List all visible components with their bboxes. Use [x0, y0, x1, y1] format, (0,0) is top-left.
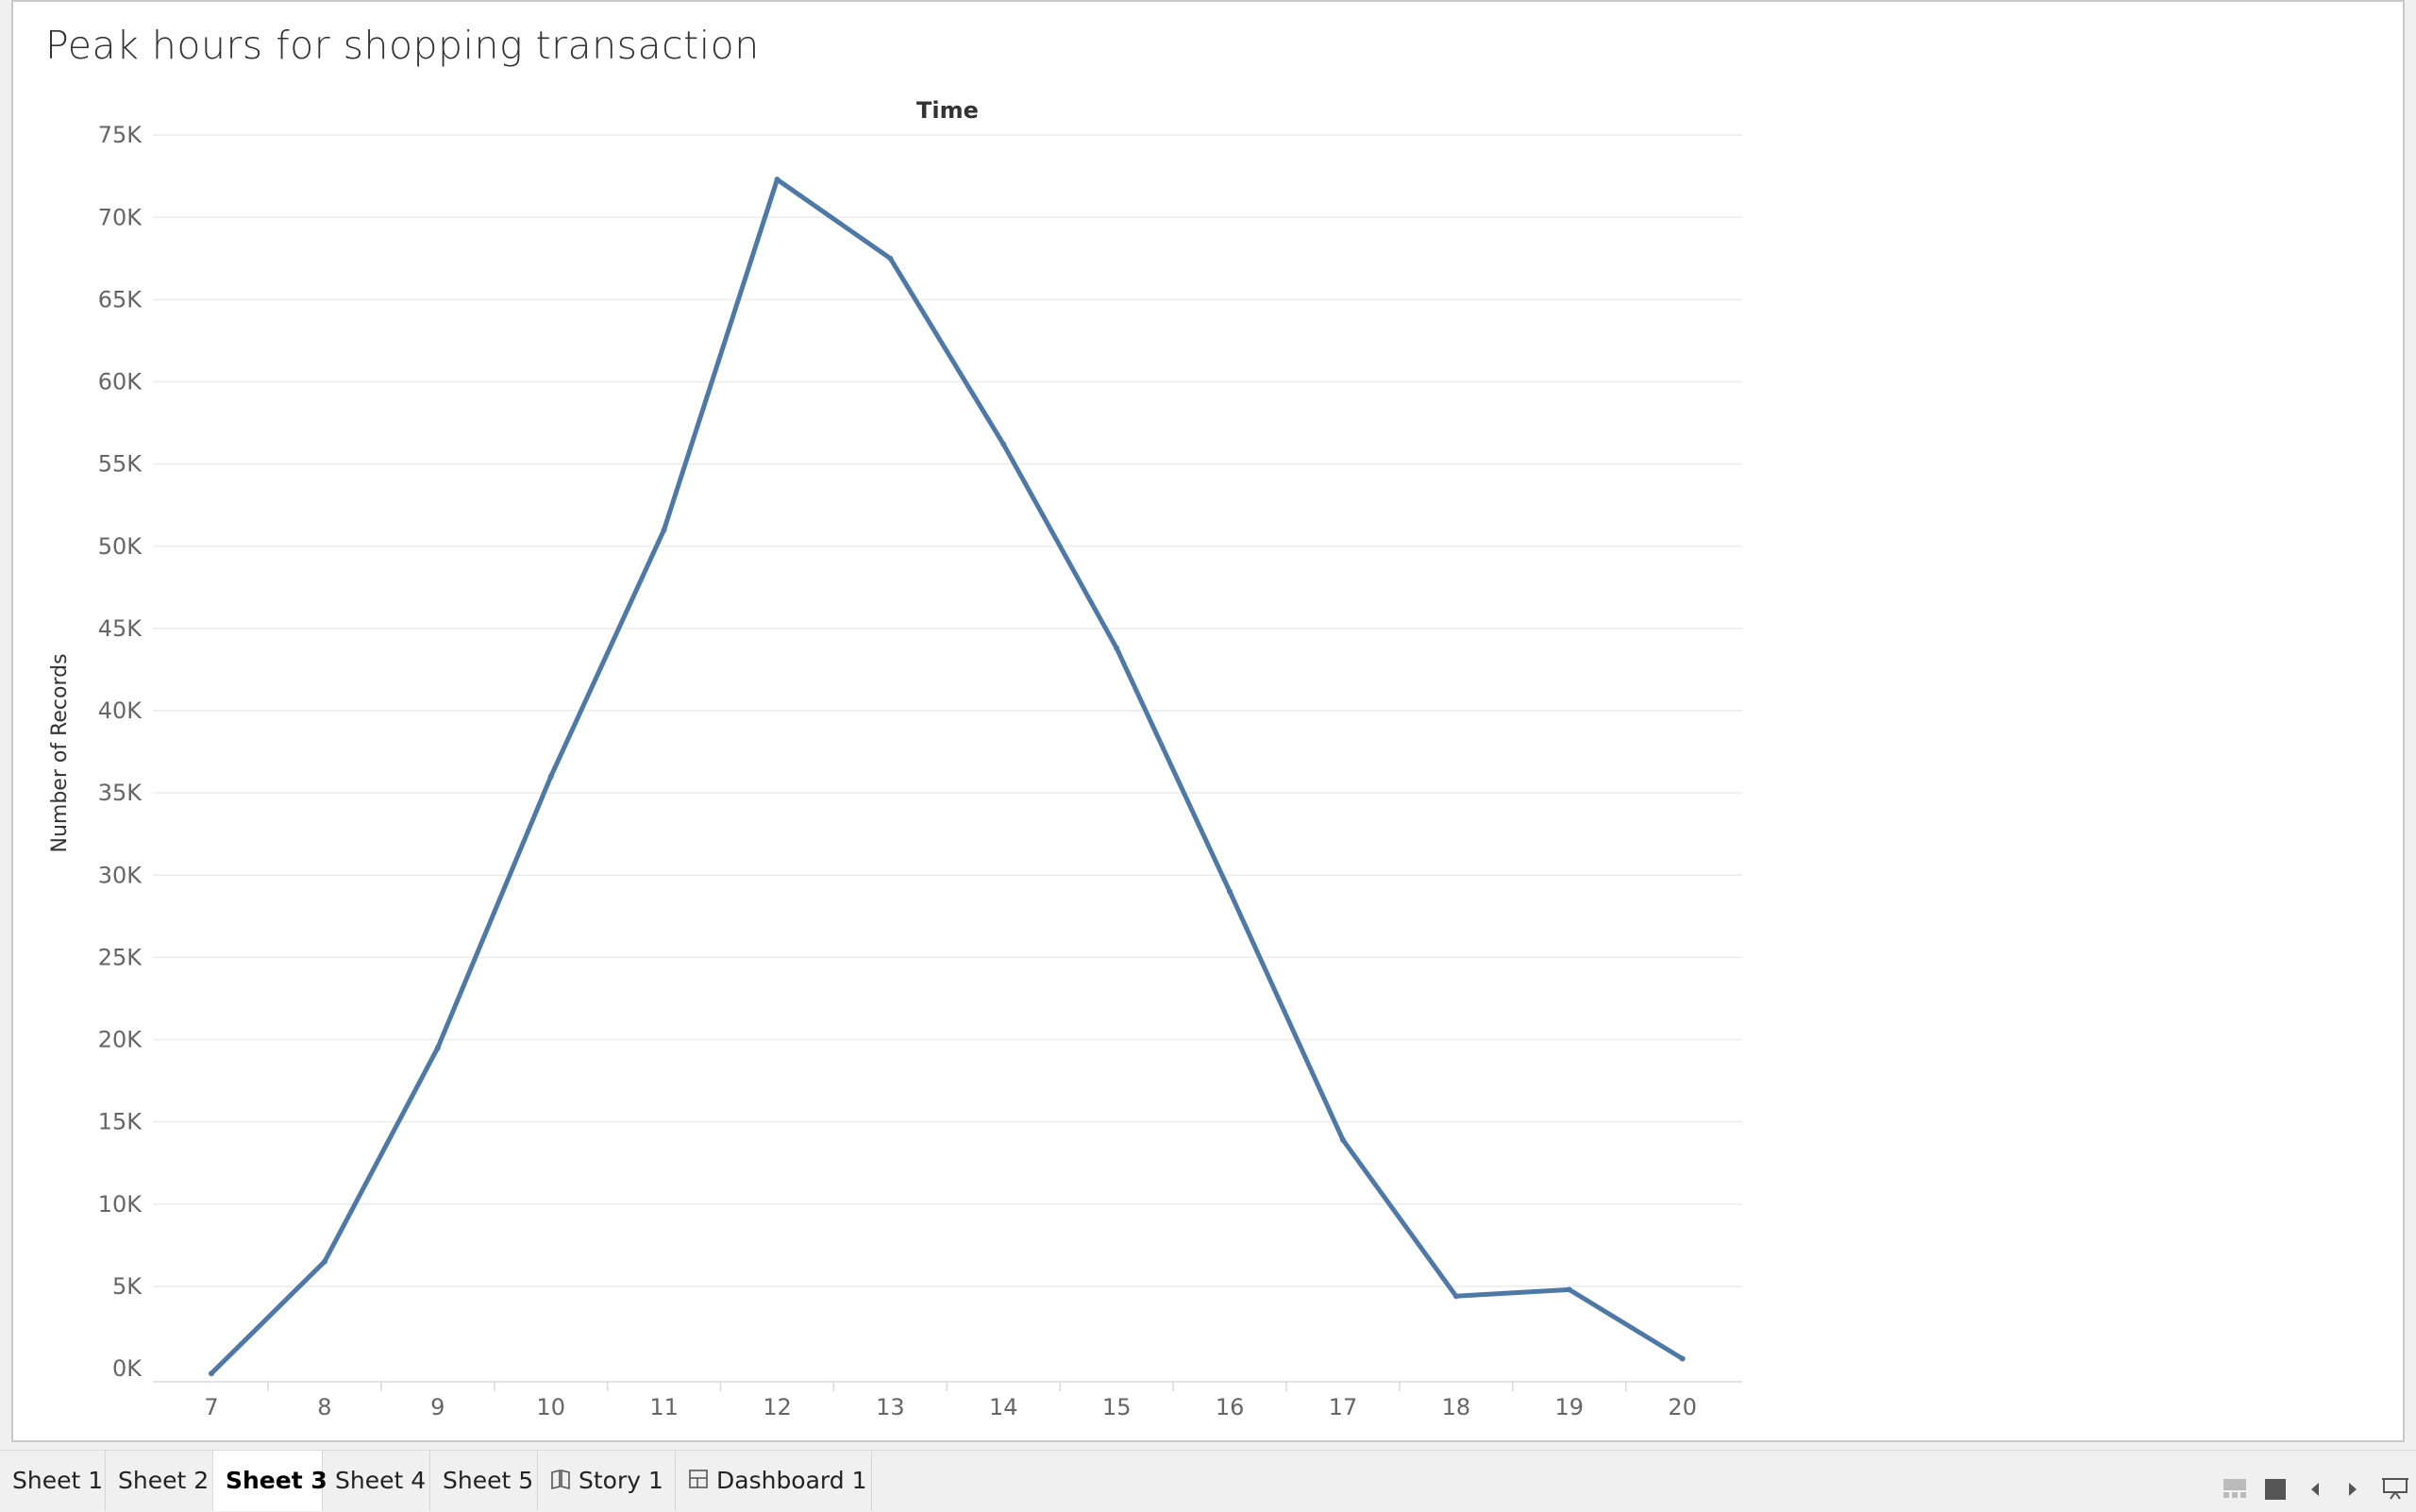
show-tabs-icon[interactable]	[2265, 1479, 2286, 1504]
data-point[interactable]	[209, 1370, 214, 1377]
x-tick-label: 13	[876, 1394, 905, 1420]
y-tick-label: 40K	[98, 697, 143, 724]
data-point[interactable]	[887, 255, 894, 261]
data-point[interactable]	[1227, 888, 1233, 895]
data-point[interactable]	[661, 527, 667, 533]
x-tick-label: 20	[1668, 1394, 1697, 1420]
page-title: Peak hours for shopping transaction	[45, 23, 760, 68]
y-axis-ticks: 0K 5K 10K 15K 20K 25K 30K 35K 40K 45K 50K 55K 60K 65K…	[98, 122, 143, 1382]
sheet-tab-bar: Sheet 1 Sheet 2 Sheet 3 Sheet 4 Sheet 5 …	[0, 1450, 2416, 1511]
tab-label: Dashboard 1	[716, 1467, 867, 1494]
x-tick-label: 7	[204, 1394, 218, 1420]
presentation-mode-icon[interactable]	[2382, 1477, 2408, 1504]
y-axis-label: Number of Records	[48, 653, 72, 852]
tab-label: Sheet 2	[118, 1467, 210, 1494]
x-axis-ticks: 7 8 9 10 11 12 13 14 15 16 17 18 19 20	[204, 1382, 1697, 1420]
tab-sheet-2[interactable]: Sheet 2	[106, 1451, 213, 1511]
y-tick-label: 35K	[98, 780, 143, 806]
tab-sheet-4[interactable]: Sheet 4	[323, 1451, 430, 1511]
tab-dashboard-1[interactable]: Dashboard 1	[676, 1451, 872, 1511]
x-tick-label: 10	[536, 1394, 565, 1420]
data-point[interactable]	[1566, 1286, 1572, 1293]
data-point[interactable]	[321, 1258, 327, 1265]
data-point[interactable]	[1114, 645, 1120, 651]
tab-sheet-5[interactable]: Sheet 5	[430, 1451, 538, 1511]
x-tick-label: 9	[430, 1394, 445, 1420]
next-sheet-icon[interactable]	[2346, 1481, 2359, 1502]
data-point[interactable]	[1340, 1136, 1346, 1143]
x-tick-label: 18	[1442, 1394, 1471, 1420]
show-sheet-sorter-icon[interactable]	[2223, 1479, 2246, 1502]
data-point[interactable]	[1679, 1355, 1686, 1362]
y-tick-label: 25K	[98, 944, 143, 970]
series-number-of-records	[209, 176, 1686, 1377]
gridlines	[153, 134, 1742, 1383]
tab-story-1[interactable]: Story 1	[538, 1451, 676, 1511]
y-tick-label: 60K	[98, 369, 143, 395]
x-tick-label: 19	[1555, 1394, 1585, 1420]
y-tick-label: 70K	[98, 204, 143, 230]
tab-label: Sheet 3	[226, 1467, 327, 1494]
x-tick-label: 16	[1216, 1394, 1245, 1420]
story-icon	[550, 1452, 571, 1512]
dashboard-icon	[688, 1452, 709, 1512]
series-line[interactable]	[209, 176, 1686, 1376]
x-tick-label: 17	[1329, 1394, 1358, 1420]
x-tick-label: 15	[1102, 1394, 1132, 1420]
y-tick-label: 30K	[98, 862, 143, 888]
x-tick-label: 14	[989, 1394, 1018, 1420]
x-tick-label: 12	[763, 1394, 792, 1420]
y-tick-label: 15K	[98, 1109, 143, 1135]
y-tick-label: 75K	[98, 122, 143, 148]
tab-label: Story 1	[579, 1467, 663, 1494]
tab-label: Sheet 1	[12, 1467, 104, 1494]
y-tick-label: 0K	[112, 1355, 143, 1382]
x-tick-label: 11	[649, 1394, 679, 1420]
tab-label: Sheet 4	[335, 1467, 427, 1494]
y-tick-label: 5K	[112, 1273, 143, 1300]
worksheet-canvas: Peak hours for shopping transaction	[11, 0, 2405, 1442]
data-point[interactable]	[434, 1045, 441, 1051]
previous-sheet-icon[interactable]	[2308, 1481, 2322, 1502]
x-tick-label: 8	[317, 1394, 331, 1420]
y-tick-label: 10K	[98, 1191, 143, 1218]
data-point[interactable]	[1452, 1293, 1459, 1300]
tab-sheet-1[interactable]: Sheet 1	[0, 1451, 106, 1511]
y-tick-label: 65K	[98, 286, 143, 312]
line-chart: 0K 5K 10K 15K 20K 25K 30K 35K 40K 45K 50K 55K 60K 65K…	[48, 97, 1742, 1420]
y-tick-label: 55K	[98, 451, 143, 478]
data-point[interactable]	[774, 176, 780, 183]
y-tick-label: 45K	[98, 615, 143, 642]
x-axis-header: Time	[916, 97, 979, 124]
tab-label: Sheet 5	[443, 1467, 534, 1494]
data-point[interactable]	[547, 773, 554, 780]
y-tick-label: 20K	[98, 1027, 143, 1053]
tab-sheet-3[interactable]: Sheet 3	[213, 1451, 327, 1511]
data-point[interactable]	[1000, 441, 1007, 447]
y-tick-label: 50K	[98, 533, 143, 560]
